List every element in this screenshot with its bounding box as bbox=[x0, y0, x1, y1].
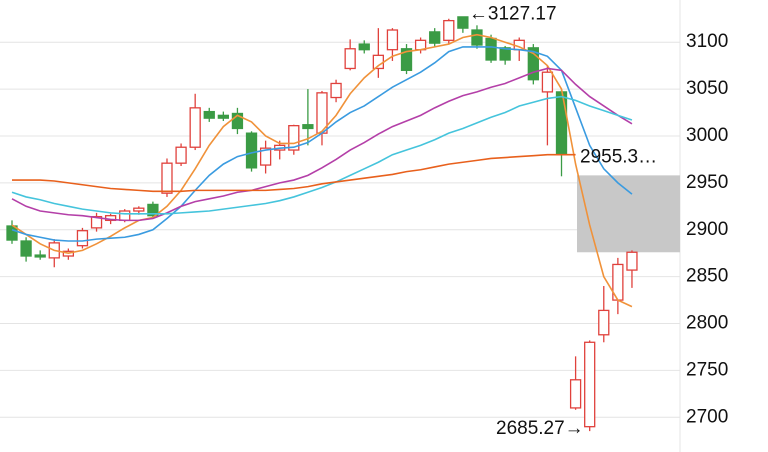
band-label: 2955.3… bbox=[580, 146, 657, 167]
candle-body bbox=[358, 43, 370, 51]
y-tick-label: 3100 bbox=[686, 31, 728, 52]
candle-body bbox=[626, 251, 638, 271]
max-annotation: ←3127.17 bbox=[469, 4, 557, 25]
y-tick-label: 2800 bbox=[686, 313, 728, 334]
y-tick-label: 3000 bbox=[686, 125, 728, 146]
candle-body bbox=[245, 132, 258, 169]
candle-body bbox=[119, 210, 131, 222]
candle-body bbox=[20, 240, 32, 257]
y-tick-label: 3050 bbox=[686, 78, 728, 99]
candle-body bbox=[443, 19, 455, 41]
candle-body bbox=[499, 47, 511, 61]
candle-body bbox=[231, 112, 244, 130]
candle-body bbox=[161, 162, 173, 194]
candle-body bbox=[259, 147, 272, 166]
candle-body bbox=[457, 16, 469, 29]
moving-average-line bbox=[12, 153, 576, 193]
y-tick-label: 2700 bbox=[686, 406, 728, 427]
candle-body bbox=[541, 71, 554, 93]
candle-body bbox=[147, 203, 159, 217]
moving-average-line bbox=[11, 67, 633, 222]
candle-body bbox=[203, 110, 215, 119]
candle-body bbox=[386, 29, 399, 51]
candle-body bbox=[471, 29, 483, 46]
y-tick-label: 2850 bbox=[686, 266, 728, 287]
y-tick-label: 2750 bbox=[686, 359, 728, 380]
candle-body bbox=[584, 341, 596, 428]
candle-body bbox=[330, 82, 342, 99]
candle-body bbox=[217, 114, 230, 119]
candle-body bbox=[598, 309, 610, 336]
candle-body bbox=[288, 125, 300, 151]
min-annotation: 2685.27→ bbox=[496, 418, 584, 439]
candle-body bbox=[485, 37, 497, 61]
candle-body bbox=[189, 107, 201, 148]
candle-body bbox=[527, 47, 539, 81]
candle-body bbox=[175, 146, 187, 164]
highlight-band bbox=[577, 175, 680, 253]
candle-body bbox=[344, 48, 356, 70]
candle-body bbox=[555, 91, 568, 156]
moving-average-line bbox=[11, 95, 633, 215]
candle-body bbox=[429, 31, 441, 44]
candle-body bbox=[400, 48, 413, 71]
moving-average-line bbox=[11, 46, 633, 242]
candle-body bbox=[76, 230, 89, 247]
candle-body bbox=[302, 124, 314, 130]
candle-body bbox=[569, 379, 582, 409]
candle-body bbox=[90, 215, 103, 229]
candle-body bbox=[34, 254, 46, 258]
y-tick-label: 2900 bbox=[686, 219, 728, 240]
candle-body bbox=[133, 207, 145, 212]
y-tick-label: 2950 bbox=[686, 172, 728, 193]
